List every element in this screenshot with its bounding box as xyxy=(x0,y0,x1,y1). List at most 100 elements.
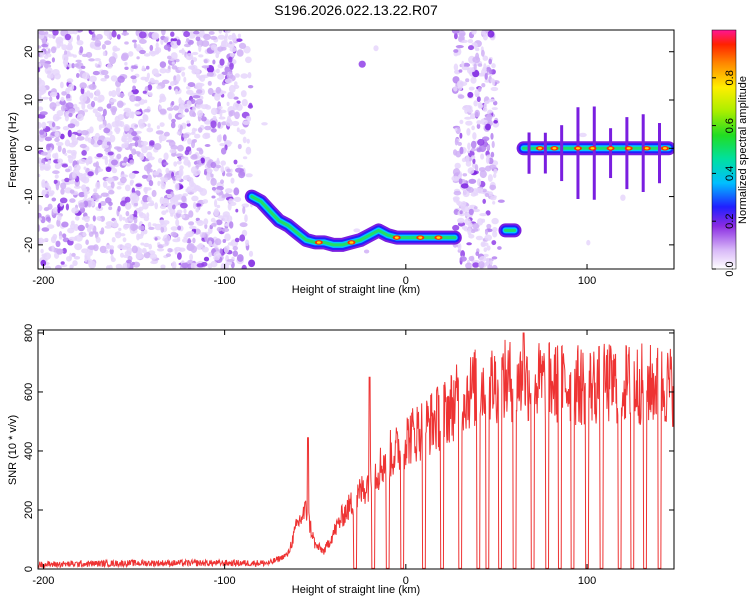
y-tick-label: 400 xyxy=(23,442,35,460)
noise-speck xyxy=(83,192,88,197)
noise-speck xyxy=(143,53,151,57)
noise-speck xyxy=(238,171,246,179)
noise-speck xyxy=(183,30,191,38)
noise-speck xyxy=(166,107,174,111)
noise-speck xyxy=(487,174,493,182)
noise-speck xyxy=(92,70,100,76)
colorbar-tick-label: 0.4 xyxy=(724,166,736,181)
noise-speck xyxy=(116,153,122,160)
noise-speck xyxy=(134,103,141,107)
noise-speck xyxy=(210,260,218,268)
noise-speck xyxy=(131,111,135,119)
noise-speck xyxy=(226,101,230,107)
noise-speck xyxy=(174,88,179,95)
noise-speck xyxy=(46,224,55,229)
noise-speck xyxy=(140,242,145,246)
noise-speck xyxy=(70,220,75,226)
noise-speck xyxy=(55,141,64,147)
noise-speck xyxy=(117,75,125,83)
noise-speck xyxy=(75,234,83,242)
y-tick-label: -10 xyxy=(23,189,35,205)
noise-speck xyxy=(38,30,46,36)
noise-speck xyxy=(132,223,136,232)
noise-speck xyxy=(159,205,167,210)
noise-speck xyxy=(72,171,76,179)
ridge-peak-core xyxy=(436,236,441,239)
noise-speck xyxy=(204,144,211,147)
noise-speck xyxy=(468,255,475,262)
noise-speck xyxy=(177,252,182,260)
noise-speck xyxy=(467,167,475,175)
colorbar-tick-label: 0.2 xyxy=(724,214,736,229)
noise-speck xyxy=(152,171,160,176)
noise-speck xyxy=(41,43,49,48)
colorbar: 0.0 0.2 0.4 0.6 0.8 Normalized spectral ampl… xyxy=(711,29,749,277)
noise-speck xyxy=(105,166,112,172)
noise-speck xyxy=(453,63,459,71)
noise-speck xyxy=(129,159,135,165)
noise-speck xyxy=(486,223,492,229)
noise-speck xyxy=(135,183,142,187)
x-tick-label: 100 xyxy=(578,575,596,587)
noise-speck xyxy=(476,96,481,103)
noise-speck xyxy=(106,31,113,40)
noise-speck xyxy=(153,143,162,150)
noise-speck xyxy=(81,102,86,110)
noise-speck xyxy=(212,59,216,65)
noise-speck xyxy=(104,225,112,229)
noise-speck xyxy=(181,262,189,269)
noise-speck xyxy=(88,223,94,230)
noise-speck xyxy=(196,159,202,166)
noise-speck xyxy=(76,34,80,42)
noise-speck xyxy=(467,150,470,154)
noise-speck xyxy=(156,47,162,54)
noise-speck xyxy=(466,242,472,246)
noise-speck xyxy=(170,121,176,129)
noise-speck xyxy=(111,159,118,166)
noise-speck xyxy=(242,206,246,215)
noise-speck xyxy=(187,82,196,88)
noise-speck xyxy=(122,237,127,243)
noise-speck xyxy=(236,164,244,168)
noise-speck xyxy=(178,66,186,71)
noise-speck xyxy=(452,168,461,177)
noise-speck xyxy=(214,238,222,246)
ridge-peak-core xyxy=(644,147,649,150)
noise-speck xyxy=(143,251,151,259)
noise-speck xyxy=(73,256,81,260)
noise-speck xyxy=(467,108,474,114)
noise-speck xyxy=(41,182,47,189)
noise-speck xyxy=(136,233,140,241)
noise-speck xyxy=(83,109,89,113)
noise-speck xyxy=(227,35,234,40)
noise-speck xyxy=(54,174,59,179)
noise-speck xyxy=(481,242,489,247)
noise-speck xyxy=(486,257,490,266)
noise-speck xyxy=(236,49,244,57)
noise-speck xyxy=(147,162,152,169)
noise-speck xyxy=(38,224,41,232)
noise-speck xyxy=(208,31,215,35)
noise-speck xyxy=(491,140,495,149)
noise-speck xyxy=(464,116,472,120)
noise-speck xyxy=(210,44,218,51)
noise-speck xyxy=(173,105,180,111)
noise-speck xyxy=(485,123,491,131)
noise-speck xyxy=(121,135,128,143)
noise-speck xyxy=(106,103,112,109)
noise-speck xyxy=(222,134,227,142)
noise-speck xyxy=(97,106,104,112)
noise-speck xyxy=(184,149,190,156)
noise-speck xyxy=(58,40,64,47)
snr-panel: -200 -100 0 100 0 200 400 600 800 Height of str… xyxy=(7,324,675,596)
noise-speck xyxy=(181,71,186,77)
noise-speck xyxy=(245,173,253,178)
noise-speck xyxy=(240,73,249,79)
noise-speck xyxy=(210,161,217,169)
noise-speck xyxy=(143,108,151,113)
noise-speck xyxy=(239,234,246,242)
noise-speck xyxy=(162,243,167,247)
noise-speck xyxy=(44,66,53,75)
noise-speck xyxy=(493,168,498,174)
noise-speck xyxy=(171,196,179,202)
